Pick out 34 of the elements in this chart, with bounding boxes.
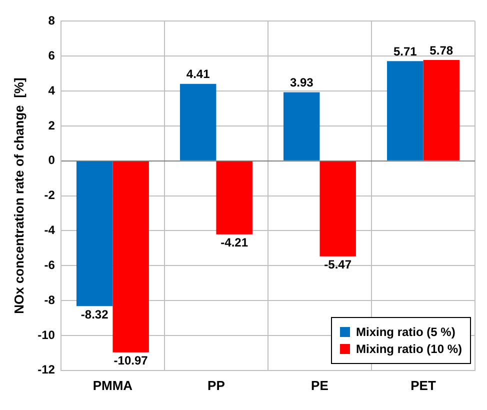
y-tick-label: 8: [48, 14, 56, 28]
legend-label: Mixing ratio (5 %): [356, 325, 456, 339]
x-tick-label: PP: [208, 378, 226, 393]
data-label: -5.47: [324, 258, 352, 272]
bar: [76, 161, 113, 306]
data-label: 3.93: [290, 76, 314, 90]
data-label: -10.97: [114, 354, 148, 368]
bar: [180, 84, 216, 160]
x-tick-label: PET: [410, 378, 436, 393]
y-tick-label: -2: [44, 188, 56, 202]
y-tick-label: 6: [48, 48, 56, 62]
y-tick-label: -8: [44, 292, 56, 307]
data-label: 5.78: [430, 43, 454, 58]
y-tick-label: -4: [44, 223, 56, 238]
bar: [112, 161, 149, 352]
bar: [216, 161, 252, 234]
legend-label: Mixing ratio (10 %): [356, 342, 462, 356]
x-tick-label: PE: [311, 378, 329, 393]
bar: [387, 61, 424, 160]
y-axis-title: NOx concentration rate of change [%]: [11, 78, 26, 314]
y-tick-label: 0: [48, 153, 56, 168]
data-label: -4.21: [220, 236, 248, 250]
y-tick-label: 4: [48, 83, 56, 98]
y-tick-label: -12: [38, 362, 56, 377]
bar: [284, 92, 320, 160]
bar: [320, 161, 356, 256]
data-label: 4.41: [186, 67, 210, 82]
x-tick-label: PMMA: [92, 378, 134, 393]
y-tick-label: -6: [44, 258, 56, 272]
y-tick-label: 2: [48, 118, 56, 132]
bar: [423, 60, 460, 160]
y-tick-label: -10: [38, 328, 56, 342]
data-label: 5.71: [393, 44, 418, 58]
data-label: -8.32: [80, 307, 109, 322]
